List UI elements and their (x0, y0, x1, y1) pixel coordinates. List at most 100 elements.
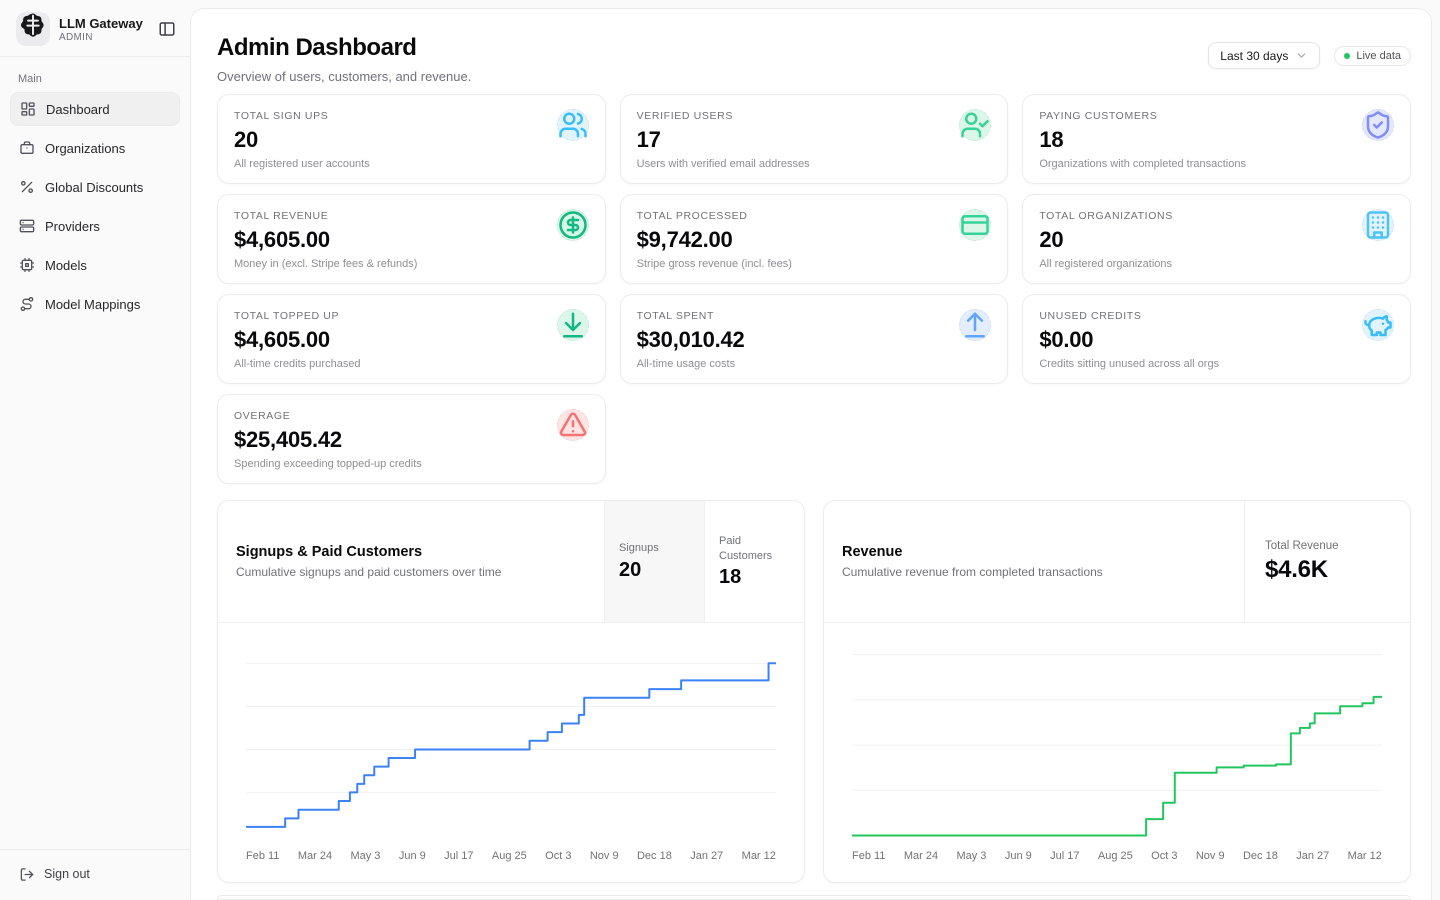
building-icon (1361, 209, 1394, 241)
x-tick-label: Dec 18 (636, 850, 672, 862)
sidebar-item-model-mappings[interactable]: Model Mappings (10, 287, 180, 321)
toggle-value: 20 (619, 558, 642, 581)
stat-value: $0.00 (1039, 327, 1094, 352)
charts-row: Signups & Paid Customers Cumulative sign… (217, 500, 1411, 883)
stat-card-total-organizations: TOTAL ORGANIZATIONS 20 All registered or… (1022, 194, 1411, 284)
layout-dashboard-icon (20, 101, 36, 117)
stat-description: Users with verified email addresses (636, 158, 810, 170)
x-tick-label: Feb 11 (246, 850, 280, 862)
stat-description: Money in (excl. Stripe fees & refunds) (234, 258, 418, 270)
brand-name: LLM Gateway (59, 15, 143, 31)
x-tick-label: Nov 9 (589, 850, 619, 862)
stat-value: $4,605.00 (234, 327, 330, 352)
sign-out-label: Sign out (44, 867, 90, 881)
stat-label: TOTAL REVENUE (234, 210, 329, 222)
sidebar-collapse-button[interactable] (158, 20, 176, 38)
total-revenue-value: $4.6K (1265, 555, 1328, 583)
sidebar-item-label: Organizations (45, 140, 126, 156)
next-section-card-sliver (217, 895, 1411, 900)
stat-label: TOTAL ORGANIZATIONS (1039, 210, 1173, 222)
revenue-chart-card: Revenue Cumulative revenue from complete… (823, 500, 1411, 883)
sidebar-item-models[interactable]: Models (10, 248, 180, 282)
signups-chart-header: Signups & Paid Customers Cumulative sign… (218, 501, 804, 623)
stat-description: Stripe gross revenue (incl. fees) (636, 258, 792, 270)
signups-x-axis-labels: Feb 11 Mar 24 May 3 Jun 9 Jul 17 Aug 25 Oct 3 N… (246, 850, 776, 862)
stat-card-unused-credits: UNUSED CREDITS $0.00 Credits sitting unu… (1022, 294, 1411, 384)
toggle-label: Signups (619, 542, 659, 555)
server-icon (19, 218, 35, 234)
page-title: Admin Dashboard (217, 34, 417, 61)
sidebar-nav: Dashboard Organizations Global Discounts… (0, 92, 190, 321)
sidebar-item-organizations[interactable]: Organizations (10, 131, 180, 165)
x-tick-label: Oct 3 (545, 850, 572, 862)
sidebar-item-providers[interactable]: Providers (10, 209, 180, 243)
stat-description: Credits sitting unused across all orgs (1039, 358, 1220, 370)
x-tick-label: Oct 3 (1151, 850, 1178, 862)
chart-subtitle: Cumulative signups and paid customers ov… (236, 565, 502, 579)
total-revenue-label: Total Revenue (1265, 539, 1339, 552)
signups-chart-body: Feb 11 Mar 24 May 3 Jun 9 Jul 17 Aug 25 Oct 3 N… (218, 623, 804, 882)
x-tick-label: Mar 24 (903, 850, 939, 862)
sign-out-button[interactable]: Sign out (10, 861, 180, 887)
x-tick-label: Aug 25 (491, 850, 527, 862)
brand-logo (16, 12, 50, 46)
revenue-x-axis-labels: Feb 11 Mar 24 May 3 Jun 9 Jul 17 Aug 25 Oct 3 N… (852, 850, 1382, 862)
sidebar-footer: Sign out (0, 849, 190, 900)
stat-value: 20 (234, 127, 259, 152)
toggle-value: 18 (719, 565, 742, 588)
x-tick-label: Jun 9 (1004, 850, 1032, 862)
stat-card-total-processed: TOTAL PROCESSED $9,742.00 Stripe gross r… (619, 194, 1009, 284)
stat-label: TOTAL TOPPED UP (234, 310, 340, 322)
stat-card-total-revenue: TOTAL REVENUE $4,605.00 Money in (excl. … (217, 194, 606, 284)
x-tick-label: Jul 17 (1050, 850, 1080, 862)
sidebar-item-label: Models (45, 257, 87, 273)
main-surface: Admin Dashboard Overview of users, custo… (190, 8, 1432, 900)
stat-value: $4,605.00 (234, 227, 330, 252)
x-tick-label: Nov 9 (1195, 850, 1225, 862)
stat-card-total-sign-ups: TOTAL SIGN UPS 20 All registered user ac… (217, 94, 606, 184)
live-data-badge: Live data (1334, 45, 1411, 66)
date-range-value: Last 30 days (1220, 48, 1289, 63)
brand-text: LLM Gateway ADMIN (59, 16, 143, 43)
percent-icon (19, 179, 35, 195)
paid-customers-series-toggle[interactable]: Paid Customers 18 (704, 501, 804, 622)
chart-title: Signups & Paid Customers (236, 544, 423, 560)
stat-description: Spending exceeding topped-up credits (234, 458, 422, 470)
logout-icon (19, 867, 35, 882)
stat-label: PAYING CUSTOMERS (1039, 110, 1158, 122)
signups-chart-card: Signups & Paid Customers Cumulative sign… (217, 500, 805, 883)
sidebar-item-dashboard[interactable]: Dashboard (10, 92, 180, 126)
stat-description: All-time credits purchased (234, 358, 361, 370)
stats-grid: TOTAL SIGN UPS 20 All registered user ac… (217, 94, 1411, 484)
x-tick-label: Jan 27 (690, 850, 724, 862)
stat-value: $25,405.42 (234, 427, 342, 452)
stat-value: $30,010.42 (636, 327, 745, 352)
brand-role: ADMIN (59, 31, 93, 43)
sidebar: LLM Gateway ADMIN Main Dashboard Organiz… (0, 0, 190, 900)
signups-step-line-chart (246, 639, 776, 840)
user-check-icon (959, 109, 992, 141)
total-revenue-box: Total Revenue $4.6K (1244, 501, 1410, 622)
stat-card-total-topped-up: TOTAL TOPPED UP $4,605.00 All-time credi… (217, 294, 606, 384)
sidebar-item-global-discounts[interactable]: Global Discounts (10, 170, 180, 204)
stat-card-verified-users: VERIFIED USERS 17 Users with verified em… (619, 94, 1009, 184)
revenue-chart-body: Feb 11 Mar 24 May 3 Jun 9 Jul 17 Aug 25 Oct 3 N… (824, 623, 1410, 882)
sidebar-item-label: Global Discounts (45, 179, 144, 195)
page-header: Admin Dashboard Overview of users, custo… (217, 34, 1411, 84)
revenue-chart-titles: Revenue Cumulative revenue from complete… (824, 501, 1244, 622)
x-tick-label: Jan 27 (1296, 850, 1330, 862)
chart-subtitle: Cumulative revenue from completed transa… (842, 565, 1103, 579)
stat-card-paying-customers: PAYING CUSTOMERS 18 Organizations with c… (1022, 94, 1411, 184)
stat-label: VERIFIED USERS (636, 110, 733, 122)
date-range-select[interactable]: Last 30 days (1208, 42, 1321, 69)
credit-card-icon (959, 209, 992, 241)
alert-triangle-icon (556, 409, 589, 441)
stat-description: All registered user accounts (234, 158, 370, 170)
stat-description: Organizations with completed transaction… (1039, 158, 1246, 170)
sidebar-section-label: Main (18, 73, 42, 85)
stat-value: 17 (636, 127, 661, 152)
x-tick-label: Feb 11 (852, 850, 886, 862)
stat-value: $9,742.00 (636, 227, 733, 252)
signups-series-toggle[interactable]: Signups 20 (604, 501, 704, 622)
header-controls: Last 30 days Live data (1208, 42, 1411, 69)
